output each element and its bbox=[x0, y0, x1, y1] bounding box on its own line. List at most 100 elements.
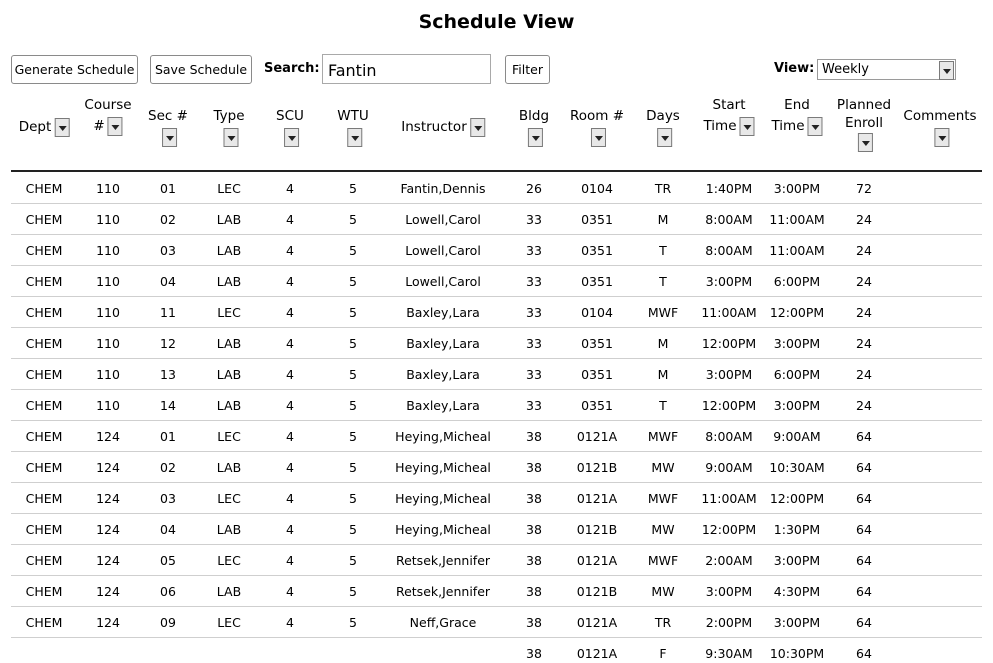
column-filter-chevron-down-icon[interactable] bbox=[656, 127, 672, 147]
table-cell: 4 bbox=[286, 584, 294, 599]
column-filter-chevron-down-icon[interactable] bbox=[107, 116, 123, 136]
table-cell: 3:00PM bbox=[773, 553, 821, 568]
table-row[interactable]: CHEM 124 06 LAB 4 5 Retsek,Jennifer 38 0121B MW 3:… bbox=[11, 575, 982, 607]
save-schedule-button[interactable]: Save Schedule bbox=[150, 55, 252, 84]
table-cell: 38 bbox=[526, 553, 542, 568]
column-filter-chevron-down-icon[interactable] bbox=[528, 127, 543, 147]
column-header: Room # bbox=[570, 106, 624, 176]
table-cell: Heying,Micheal bbox=[395, 429, 491, 444]
table-cell: MW bbox=[651, 460, 675, 475]
column-header: Course # bbox=[84, 95, 132, 165]
table-row[interactable]: CHEM 124 05 LEC 4 5 Retsek,Jennifer 38 0121A MWF 2… bbox=[11, 544, 982, 576]
column-filter-chevron-down-icon[interactable] bbox=[858, 132, 873, 152]
table-cell: 24 bbox=[856, 243, 872, 258]
table-cell: 4 bbox=[286, 398, 294, 413]
table-row[interactable]: CHEM 110 12 LAB 4 5 Baxley,Lara 33 0351 M 12:00PM 3… bbox=[11, 327, 982, 359]
header-divider bbox=[11, 170, 982, 172]
table-cell: 24 bbox=[856, 367, 872, 382]
search-input[interactable] bbox=[322, 54, 491, 84]
view-label: View: bbox=[774, 61, 815, 76]
column-filter-chevron-down-icon[interactable] bbox=[283, 127, 299, 147]
table-cell: MWF bbox=[647, 553, 679, 568]
table-cell: 0121B bbox=[576, 460, 618, 475]
table-cell: 4 bbox=[286, 212, 294, 227]
table-cell: 0351 bbox=[581, 336, 613, 351]
table-cell: Lowell,Carol bbox=[405, 243, 481, 258]
column-filter-chevron-down-icon[interactable] bbox=[807, 116, 823, 136]
table-cell: 38 bbox=[526, 615, 542, 630]
table-cell: 24 bbox=[856, 274, 872, 289]
table-cell: LAB bbox=[216, 522, 242, 537]
table-cell: CHEM bbox=[25, 336, 63, 351]
filter-button[interactable]: Filter bbox=[505, 55, 550, 84]
table-row[interactable]: CHEM 110 14 LAB 4 5 Baxley,Lara 33 0351 T 12:00PM 3… bbox=[11, 389, 982, 421]
column-filter-chevron-down-icon[interactable] bbox=[222, 127, 238, 147]
table-cell: LEC bbox=[217, 615, 241, 630]
table-cell: Neff,Grace bbox=[409, 615, 477, 630]
table-row[interactable]: CHEM 124 09 LEC 4 5 Neff,Grace 38 0121A TR 2:00PM 3… bbox=[11, 606, 982, 638]
table-cell: 11:00AM bbox=[769, 212, 825, 227]
column-header: Sec # bbox=[148, 106, 188, 176]
table-cell: 0121A bbox=[576, 615, 618, 630]
table-cell: 0104 bbox=[581, 181, 613, 196]
column-filter-chevron-down-icon[interactable] bbox=[739, 116, 755, 136]
table-cell: 5 bbox=[349, 336, 357, 351]
table-row[interactable]: CHEM 124 03 LEC 4 5 Heying,Micheal 38 0121A MWF 11… bbox=[11, 482, 982, 514]
table-cell: LEC bbox=[217, 491, 241, 506]
search-label: Search: bbox=[264, 61, 320, 76]
table-cell: 4 bbox=[286, 491, 294, 506]
table-cell: MW bbox=[651, 584, 675, 599]
table-row[interactable]: CHEM 124 04 LAB 4 5 Heying,Micheal 38 0121B MW 12:… bbox=[11, 513, 982, 545]
table-row[interactable]: CHEM 124 01 LEC 4 5 Heying,Micheal 38 0121A MWF 8:… bbox=[11, 420, 982, 452]
column-filter-chevron-down-icon[interactable] bbox=[54, 117, 70, 137]
table-cell: 110 bbox=[96, 336, 120, 351]
column-filter-chevron-down-icon[interactable] bbox=[346, 127, 362, 147]
column-filter-chevron-down-icon[interactable] bbox=[469, 117, 485, 137]
generate-schedule-button[interactable]: Generate Schedule bbox=[11, 55, 138, 84]
column-header: Start Time bbox=[703, 95, 755, 165]
table-cell: LAB bbox=[216, 336, 242, 351]
column-filter-chevron-down-icon[interactable] bbox=[162, 127, 177, 147]
table-cell: 33 bbox=[526, 212, 542, 227]
table-row[interactable]: CHEM 124 02 LAB 4 5 Heying,Micheal 38 0121B MW 9:0… bbox=[11, 451, 982, 483]
table-cell: CHEM bbox=[25, 243, 63, 258]
table-row[interactable]: CHEM 110 13 LAB 4 5 Baxley,Lara 33 0351 M 3:00PM 6:… bbox=[11, 358, 982, 390]
table-cell: 03 bbox=[160, 243, 176, 258]
column-filter-chevron-down-icon[interactable] bbox=[590, 127, 606, 147]
column-header: SCU bbox=[276, 106, 304, 176]
table-cell: 0351 bbox=[581, 274, 613, 289]
table-row[interactable]: CHEM 110 03 LAB 4 5 Lowell,Carol 33 0351 T 8:00AM 1… bbox=[11, 234, 982, 266]
table-row[interactable]: CHEM 110 01 LEC 4 5 Fantin,Dennis 26 0104 TR 1:40P… bbox=[11, 172, 982, 204]
table-cell: Retsek,Jennifer bbox=[395, 553, 491, 568]
table-cell: 5 bbox=[349, 274, 357, 289]
table-cell: 10:30PM bbox=[769, 646, 825, 661]
column-header-label: Instructor bbox=[401, 119, 467, 135]
table-row[interactable]: 38 0121A F 9:30AM 10:30PM 64 bbox=[11, 637, 982, 663]
table-cell: 4 bbox=[286, 336, 294, 351]
table-cell: 38 bbox=[526, 584, 542, 599]
table-cell: 6:00PM bbox=[773, 367, 821, 382]
table-cell: 06 bbox=[160, 584, 176, 599]
table-cell: 4 bbox=[286, 522, 294, 537]
table-row[interactable]: CHEM 110 11 LEC 4 5 Baxley,Lara 33 0104 MWF 11:00A… bbox=[11, 296, 982, 328]
table-cell: 64 bbox=[856, 553, 872, 568]
table-cell: 4 bbox=[286, 243, 294, 258]
table-cell: 0121B bbox=[576, 584, 618, 599]
table-cell: 110 bbox=[96, 305, 120, 320]
table-cell: 5 bbox=[349, 398, 357, 413]
chevron-down-icon[interactable] bbox=[939, 61, 954, 80]
column-filter-chevron-down-icon[interactable] bbox=[934, 127, 949, 147]
table-row[interactable]: CHEM 110 04 LAB 4 5 Lowell,Carol 33 0351 T 3:00PM 6… bbox=[11, 265, 982, 297]
table-cell: 124 bbox=[96, 460, 120, 475]
table-cell: 11:00AM bbox=[701, 305, 757, 320]
table-cell: CHEM bbox=[25, 584, 63, 599]
table-row[interactable]: CHEM 110 02 LAB 4 5 Lowell,Carol 33 0351 M 8:00AM 1… bbox=[11, 203, 982, 235]
table-cell: F bbox=[659, 646, 667, 661]
column-header-label: Dept bbox=[18, 119, 52, 135]
table-cell: 110 bbox=[96, 398, 120, 413]
table-cell: 9:30AM bbox=[705, 646, 753, 661]
table-cell: CHEM bbox=[25, 305, 63, 320]
table-cell: 2:00PM bbox=[705, 615, 753, 630]
view-select[interactable]: Weekly bbox=[817, 59, 956, 80]
table-cell: LAB bbox=[216, 584, 242, 599]
